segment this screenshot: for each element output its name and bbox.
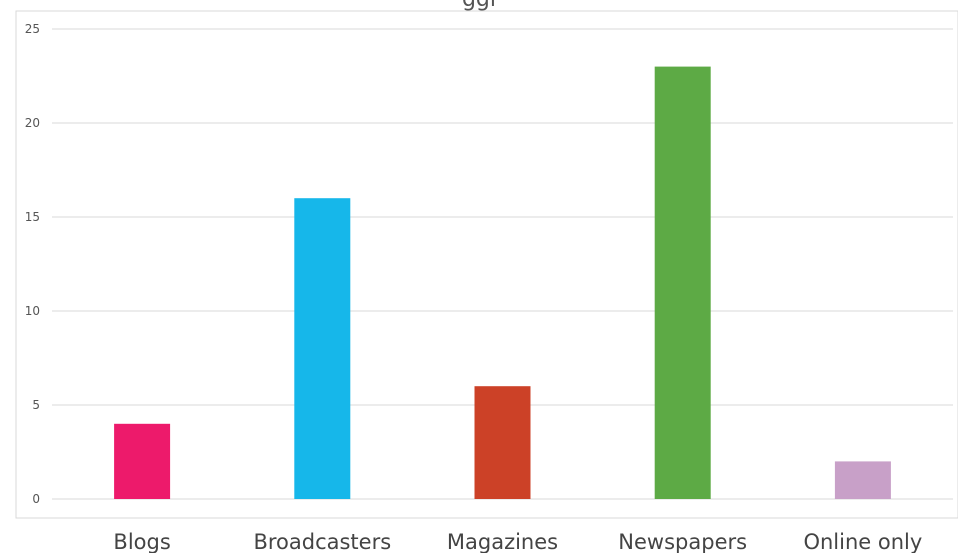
chart-title: ggi <box>462 0 496 12</box>
x-category-label: Magazines <box>447 530 558 553</box>
y-tick-label: 25 <box>25 22 40 36</box>
y-axis-ticks: 0 5 10 15 20 25 <box>25 22 40 506</box>
bar-online-only <box>834 461 891 499</box>
x-category-label: Online only <box>803 530 922 553</box>
x-category-label: Newspapers <box>618 530 747 553</box>
bar-broadcasters <box>294 198 351 499</box>
bar-blogs <box>114 423 171 499</box>
y-tick-label: 5 <box>32 398 40 412</box>
bars <box>114 66 891 499</box>
bar-magazines <box>474 386 531 499</box>
y-tick-label: 15 <box>25 210 40 224</box>
plot-frame <box>15 10 958 519</box>
x-category-label: Blogs <box>113 530 170 553</box>
y-tick-label: 20 <box>25 116 40 130</box>
x-category-label: Broadcasters <box>253 530 391 553</box>
bar-newspapers <box>654 66 711 499</box>
y-tick-label: 0 <box>32 492 40 506</box>
x-axis-labels: Blogs Broadcasters Magazines Newspapers Onli… <box>113 530 922 553</box>
y-tick-label: 10 <box>25 304 40 318</box>
